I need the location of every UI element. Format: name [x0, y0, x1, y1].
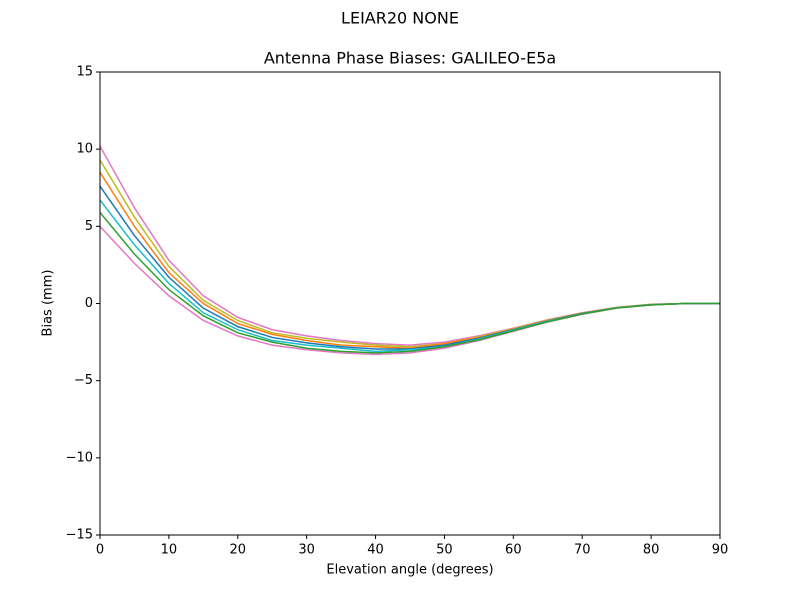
- y-axis-label: Bias (mm): [41, 270, 56, 337]
- x-tick-label: 0: [96, 543, 104, 558]
- x-tick-label: 60: [505, 543, 522, 558]
- series-line: [99, 171, 720, 350]
- y-tick-label: 15: [76, 65, 93, 80]
- series-line: [99, 159, 720, 348]
- x-tick-label: 70: [574, 543, 591, 558]
- x-tick-label: 50: [436, 543, 453, 558]
- y-tick-label: 5: [85, 219, 93, 234]
- suptitle: LEIAR20 NONE: [341, 9, 459, 28]
- x-tick-label: 90: [712, 543, 729, 558]
- x-tick-label: 80: [643, 543, 660, 558]
- series-line: [99, 185, 720, 350]
- y-tick-label: 10: [76, 142, 93, 157]
- y-tick-label: 0: [85, 296, 93, 311]
- series-line: [99, 211, 720, 354]
- y-tick-label: −5: [74, 373, 93, 388]
- x-axis-label: Elevation angle (degrees): [326, 563, 493, 578]
- plot-frame: [99, 71, 721, 536]
- chart-title: Antenna Phase Biases: GALILEO-E5a: [264, 49, 556, 68]
- y-tick-label: −10: [66, 450, 93, 465]
- series-line: [99, 145, 720, 346]
- y-tick-label: −15: [66, 528, 93, 543]
- x-tick-label: 40: [367, 543, 384, 558]
- x-tick-label: 30: [298, 543, 315, 558]
- x-tick-label: 10: [161, 543, 178, 558]
- x-tick-label: 20: [230, 543, 247, 558]
- series-line: [99, 199, 720, 353]
